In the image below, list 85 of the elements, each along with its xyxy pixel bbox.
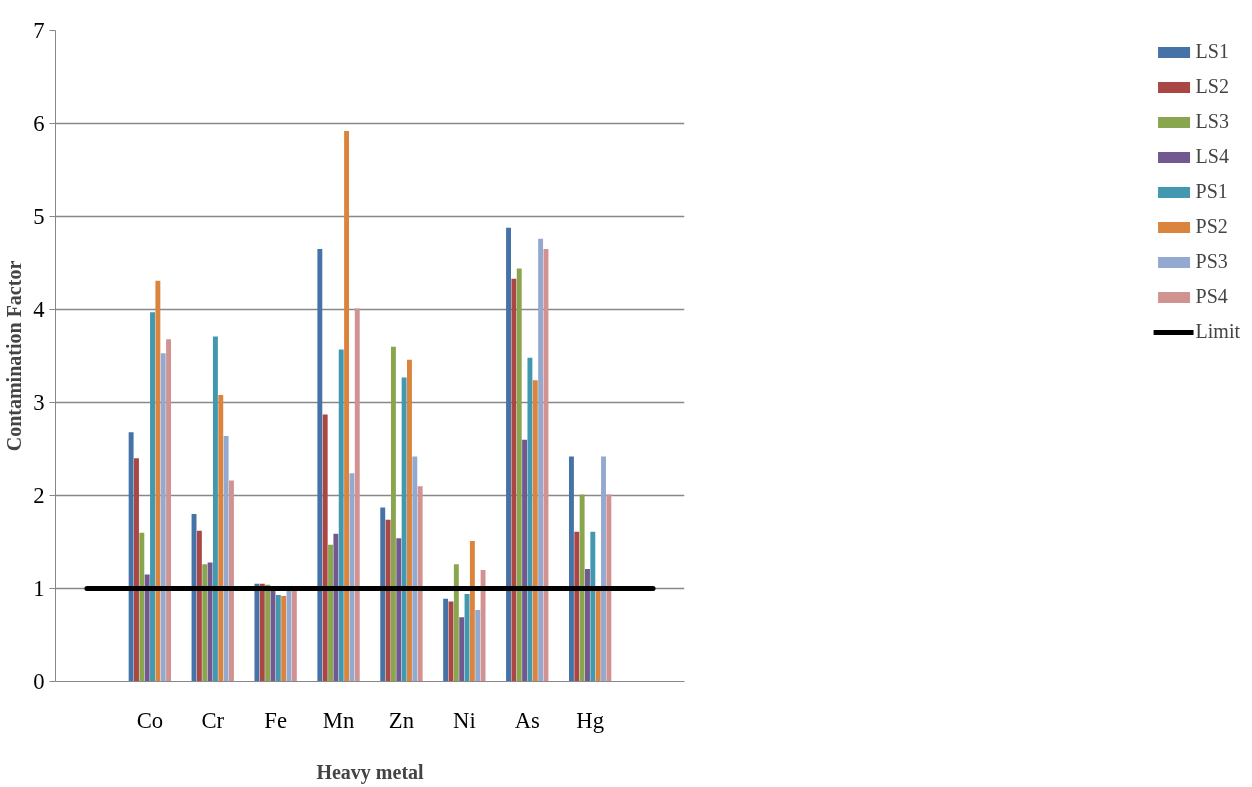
bar <box>354 308 360 682</box>
bar <box>585 568 590 682</box>
legend-label: PS4 <box>1195 285 1228 308</box>
bar <box>475 609 481 682</box>
bar <box>128 432 134 682</box>
bar <box>328 544 333 682</box>
legend-label: LS3 <box>1195 110 1229 133</box>
x-tick-label: Co <box>136 707 164 733</box>
x-tick-label: Zn <box>388 707 415 733</box>
legend-label: PS1 <box>1195 180 1228 203</box>
bar <box>527 357 533 682</box>
legend-label: PS3 <box>1195 250 1228 273</box>
bar <box>380 507 386 682</box>
bar <box>134 458 139 682</box>
legend-label: PS2 <box>1195 215 1228 238</box>
bar <box>338 349 344 682</box>
legend-label: LS1 <box>1195 40 1229 63</box>
bar <box>407 359 412 682</box>
legend-label: Limit <box>1195 320 1240 343</box>
bar <box>417 486 423 682</box>
legend-label: LS4 <box>1195 145 1229 168</box>
bar <box>265 584 271 682</box>
bar <box>396 538 402 682</box>
bar <box>574 531 580 682</box>
bar <box>207 562 213 682</box>
bar <box>601 456 606 682</box>
bar <box>166 339 172 682</box>
bar <box>291 588 297 682</box>
y-tick-label: 3 <box>33 390 45 415</box>
y-tick-label: 0 <box>33 669 45 694</box>
bar <box>579 494 585 682</box>
bar <box>469 541 475 682</box>
x-tick-label: Mn <box>322 707 355 733</box>
bar <box>443 598 449 682</box>
bar <box>390 346 396 682</box>
y-tick-label: 5 <box>33 204 45 229</box>
bar <box>568 456 574 682</box>
bar <box>333 533 339 682</box>
bar <box>459 617 465 682</box>
bar <box>385 519 391 682</box>
y-axis-title: Contamination Factor <box>3 260 26 452</box>
y-tick-label: 1 <box>33 576 45 601</box>
bar <box>590 531 596 682</box>
bar <box>212 336 218 682</box>
legend-label: LS2 <box>1195 75 1229 98</box>
y-tick-label: 2 <box>33 483 45 508</box>
bar <box>218 395 224 682</box>
bar <box>349 473 355 682</box>
bar <box>155 280 161 682</box>
bar <box>532 380 538 682</box>
bar <box>595 588 601 682</box>
bar <box>516 268 522 682</box>
y-tick-label: 4 <box>33 297 45 322</box>
bar <box>606 494 612 682</box>
x-tick-label: As <box>514 707 540 733</box>
bar <box>511 278 517 682</box>
bar <box>139 532 145 682</box>
bar <box>275 595 281 682</box>
bar <box>480 569 486 682</box>
bar <box>160 353 166 682</box>
bar <box>202 564 208 682</box>
bar <box>229 480 234 682</box>
bar <box>322 414 328 682</box>
x-tick-label: Cr <box>201 707 225 733</box>
x-tick-label: Fe <box>264 707 287 733</box>
y-tick-label: 6 <box>33 111 45 136</box>
y-tick-label: 7 <box>33 18 45 43</box>
bar <box>144 574 150 682</box>
bar <box>259 583 265 682</box>
bar <box>150 312 155 682</box>
bar <box>196 530 202 682</box>
bar <box>317 249 323 682</box>
x-tick-label: Ni <box>453 707 476 733</box>
bar <box>344 130 350 682</box>
bar <box>223 435 229 682</box>
bar <box>453 564 459 682</box>
x-tick-label: Hg <box>576 707 605 733</box>
bar <box>506 227 511 682</box>
bar <box>412 456 418 682</box>
bar <box>401 377 407 682</box>
bar <box>281 595 287 682</box>
bar <box>538 238 544 682</box>
x-axis-title: Heavy metal <box>316 760 425 784</box>
bar <box>254 583 260 682</box>
bar <box>522 439 528 682</box>
